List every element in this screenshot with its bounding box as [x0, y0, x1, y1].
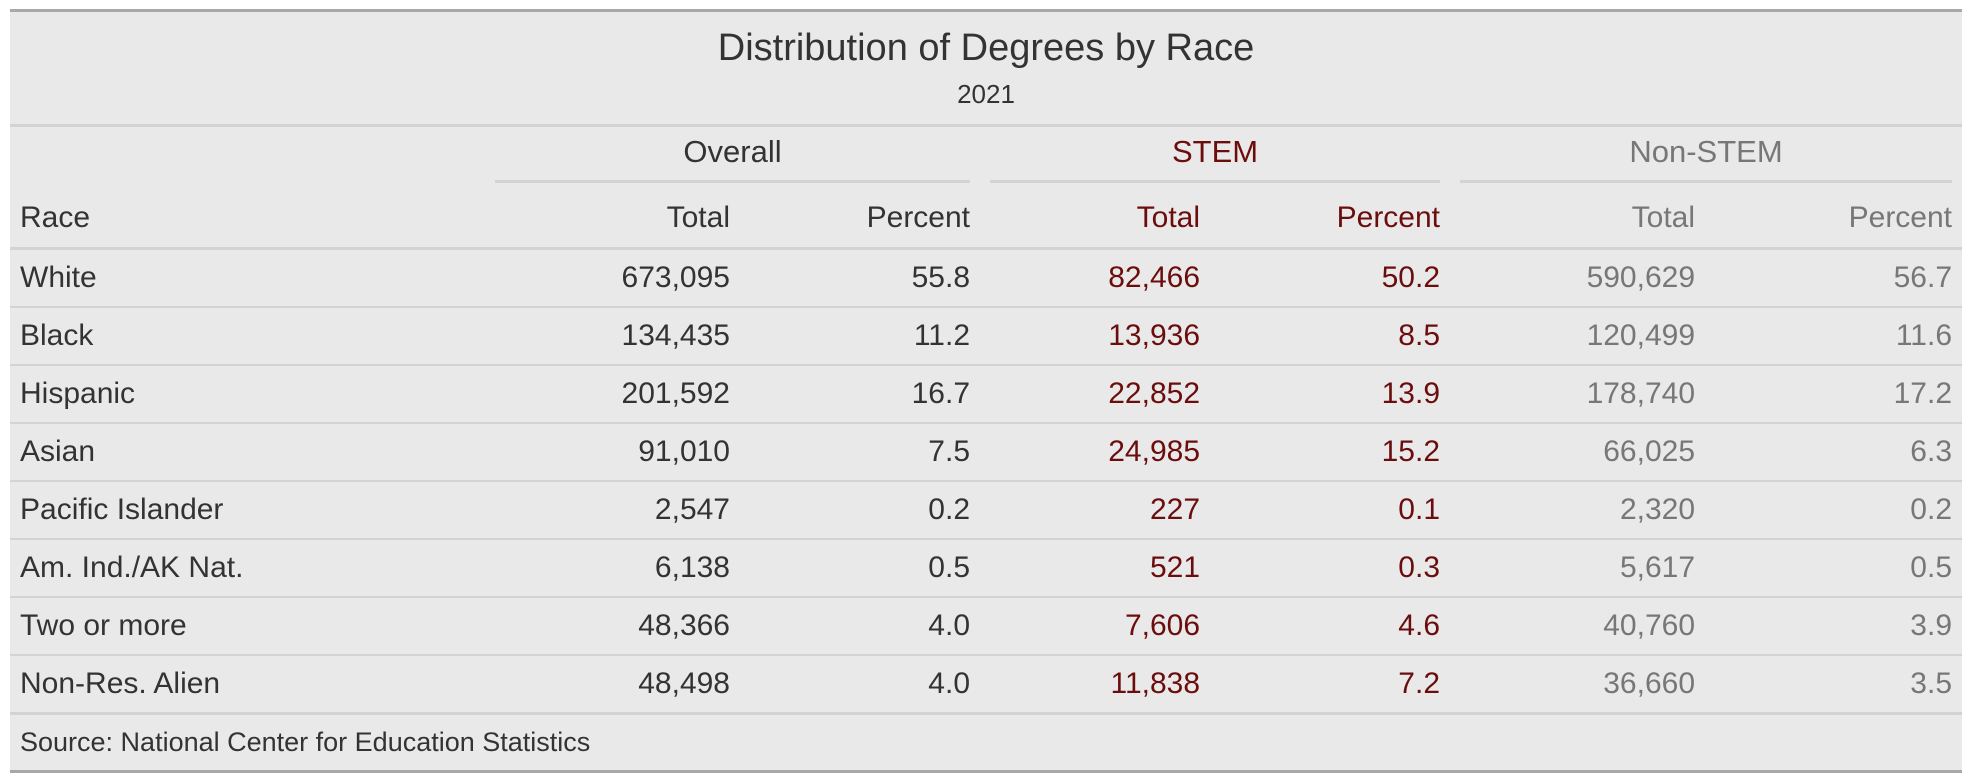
spanner-stem: STEM [980, 127, 1450, 189]
cell-overall-percent: 16.7 [740, 365, 981, 424]
cell-non-stem-percent: 0.5 [1705, 539, 1963, 598]
cell-overall-total: 91,010 [485, 423, 740, 482]
cell-non-stem-total: 40,760 [1450, 597, 1706, 656]
cell-stem-total: 7,606 [980, 597, 1211, 656]
cell-non-stem-percent: 56.7 [1705, 248, 1963, 308]
row-label: White [10, 248, 485, 308]
row-label: Black [10, 307, 485, 366]
cell-stem-total: 82,466 [980, 248, 1211, 308]
table-subtitle: 2021 [957, 79, 1015, 109]
row-label: Non-Res. Alien [10, 655, 485, 715]
cell-overall-total: 6,138 [485, 539, 740, 598]
cell-overall-total: 134,435 [485, 307, 740, 366]
table-row: Am. Ind./AK Nat. 6,138 0.5 521 0.3 5,617… [10, 539, 1963, 598]
table-row: Asian 91,010 7.5 24,985 15.2 66,025 6.3 [10, 423, 1963, 482]
cell-overall-percent: 4.0 [740, 655, 981, 715]
table-heading: Distribution of Degrees by Race 2021 [10, 12, 1962, 127]
col-header-non-stem-total: Total [1450, 189, 1706, 250]
cell-non-stem-percent: 3.5 [1705, 655, 1963, 715]
cell-non-stem-total: 5,617 [1450, 539, 1706, 598]
row-label: Hispanic [10, 365, 485, 424]
cell-overall-total: 2,547 [485, 481, 740, 540]
cell-stem-total: 13,936 [980, 307, 1211, 366]
cell-non-stem-total: 120,499 [1450, 307, 1706, 366]
cell-non-stem-total: 2,320 [1450, 481, 1706, 540]
table-row: Two or more 48,366 4.0 7,606 4.6 40,760 … [10, 597, 1963, 656]
cell-stem-percent: 8.5 [1210, 307, 1451, 366]
row-label: Asian [10, 423, 485, 482]
degrees-table-card: Distribution of Degrees by Race 2021 Ove… [10, 9, 1963, 773]
cell-overall-percent: 55.8 [740, 248, 981, 308]
cell-stem-total: 22,852 [980, 365, 1211, 424]
cell-stem-percent: 13.9 [1210, 365, 1451, 424]
cell-stem-percent: 7.2 [1210, 655, 1451, 715]
cell-overall-total: 48,498 [485, 655, 740, 715]
col-header-stem-total: Total [980, 189, 1211, 250]
cell-stem-percent: 15.2 [1210, 423, 1451, 482]
cell-stem-total: 24,985 [980, 423, 1211, 482]
cell-stem-percent: 0.3 [1210, 539, 1451, 598]
table-row: Non-Res. Alien 48,498 4.0 11,838 7.2 36,… [10, 655, 1963, 715]
spanner-non-stem-label: Non-STEM [1460, 134, 1953, 183]
spanner-non-stem: Non-STEM [1450, 127, 1962, 189]
cell-non-stem-total: 36,660 [1450, 655, 1706, 715]
cell-overall-total: 673,095 [485, 248, 740, 308]
cell-overall-total: 201,592 [485, 365, 740, 424]
col-header-stem-percent: Percent [1210, 189, 1451, 250]
cell-stem-percent: 4.6 [1210, 597, 1451, 656]
spanner-overall-label: Overall [495, 134, 971, 183]
stub-header: Race [10, 189, 485, 250]
spanner-empty [10, 127, 485, 189]
cell-non-stem-percent: 6.3 [1705, 423, 1963, 482]
table-row: White 673,095 55.8 82,466 50.2 590,629 5… [10, 248, 1963, 308]
cell-stem-percent: 50.2 [1210, 248, 1451, 308]
cell-non-stem-total: 66,025 [1450, 423, 1706, 482]
cell-non-stem-percent: 0.2 [1705, 481, 1963, 540]
spanner-overall: Overall [485, 127, 980, 189]
spanner-stem-label: STEM [990, 134, 1441, 183]
cell-stem-total: 521 [980, 539, 1211, 598]
cell-overall-percent: 7.5 [740, 423, 981, 482]
row-label: Two or more [10, 597, 485, 656]
row-label: Pacific Islander [10, 481, 485, 540]
table-title: Distribution of Degrees by Race [717, 27, 1255, 69]
cell-stem-percent: 0.1 [1210, 481, 1451, 540]
row-label: Am. Ind./AK Nat. [10, 539, 485, 598]
column-header-row: Race Total Percent Total Percent Total P… [10, 189, 1963, 250]
table-row: Black 134,435 11.2 13,936 8.5 120,499 11… [10, 307, 1963, 366]
col-header-overall-percent: Percent [740, 189, 981, 250]
col-header-overall-total: Total [485, 189, 740, 250]
cell-overall-percent: 0.2 [740, 481, 981, 540]
cell-non-stem-percent: 11.6 [1705, 307, 1963, 366]
cell-non-stem-percent: 3.9 [1705, 597, 1963, 656]
cell-non-stem-total: 590,629 [1450, 248, 1706, 308]
table-row: Hispanic 201,592 16.7 22,852 13.9 178,74… [10, 365, 1963, 424]
cell-stem-total: 11,838 [980, 655, 1211, 715]
degrees-table: Overall STEM Non-STEM Race Total Percent… [10, 127, 1963, 715]
cell-overall-percent: 0.5 [740, 539, 981, 598]
cell-non-stem-total: 178,740 [1450, 365, 1706, 424]
cell-overall-percent: 11.2 [740, 307, 981, 366]
table-row: Pacific Islander 2,547 0.2 227 0.1 2,320… [10, 481, 1963, 540]
cell-non-stem-percent: 17.2 [1705, 365, 1963, 424]
col-header-non-stem-percent: Percent [1705, 189, 1963, 250]
cell-stem-total: 227 [980, 481, 1211, 540]
cell-overall-percent: 4.0 [740, 597, 981, 656]
cell-overall-total: 48,366 [485, 597, 740, 656]
column-group-row: Overall STEM Non-STEM [10, 127, 1962, 189]
source-note: Source: National Center for Education St… [20, 727, 591, 757]
